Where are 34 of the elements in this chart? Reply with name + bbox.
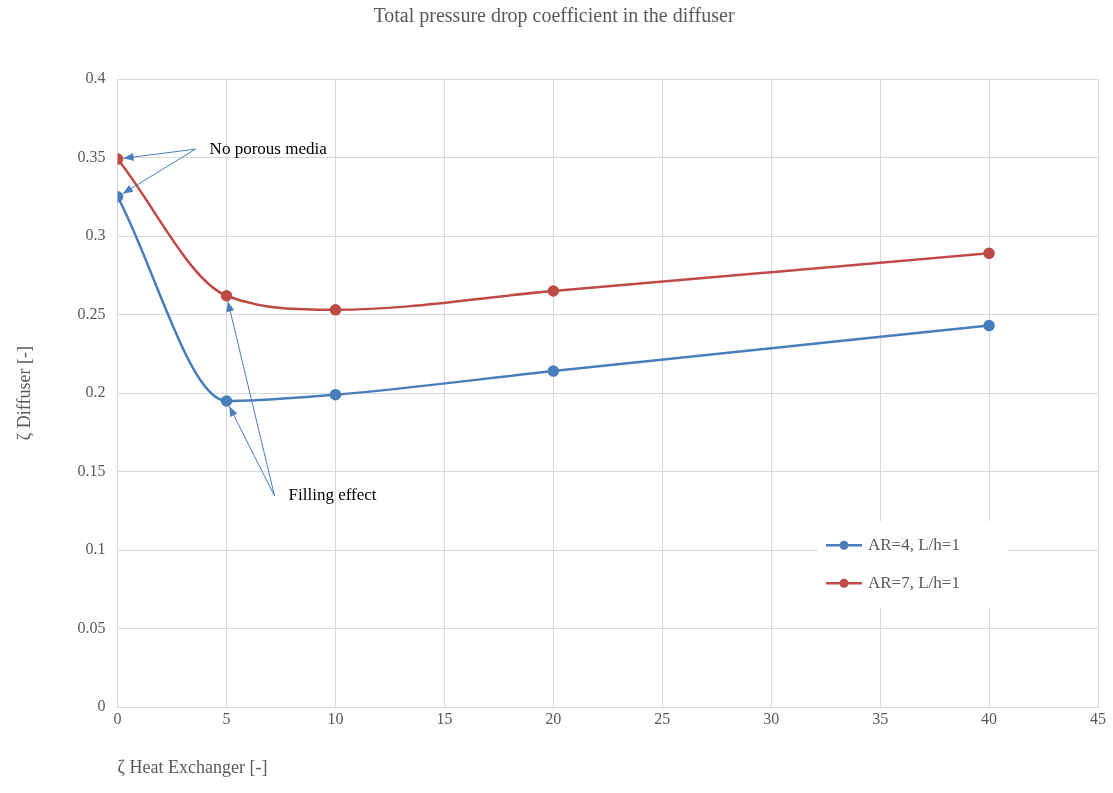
legend-label: AR=4, L/h=1 xyxy=(868,534,960,554)
x-tick-label: 15 xyxy=(436,710,453,727)
point xyxy=(220,289,233,302)
point xyxy=(329,304,342,316)
point xyxy=(329,388,342,401)
x-tick-label: 0 xyxy=(113,710,122,727)
x-tick-label: 45 xyxy=(1090,710,1106,727)
point xyxy=(547,365,560,377)
y-tick-label: 0.15 xyxy=(77,461,106,479)
y-tick-label: 0.35 xyxy=(77,147,106,165)
x-tick-label: 35 xyxy=(872,710,889,727)
x-axis-title: ζ Heat Exchanger [-] xyxy=(117,756,268,777)
point xyxy=(983,319,995,332)
y-tick-label: 0.1 xyxy=(85,540,106,558)
y-tick-label: 0.25 xyxy=(77,304,106,322)
y-tick-label: 0.05 xyxy=(77,618,106,636)
point xyxy=(220,395,233,407)
y-tick-label: 0.4 xyxy=(85,69,106,87)
x-tick-label: 25 xyxy=(654,710,671,727)
y-tick-label: 0 xyxy=(97,697,106,715)
point xyxy=(983,247,995,260)
y-tick-label: 0.3 xyxy=(85,226,106,244)
chart-title: Total pressure drop coefficient in the diffuser xyxy=(373,4,735,28)
annotation: Filling effect xyxy=(288,485,377,505)
legend-label: AR=7, L/h=1 xyxy=(868,572,960,592)
y-tick-label: 0.2 xyxy=(85,383,106,401)
point xyxy=(547,285,560,297)
x-tick-label: 10 xyxy=(327,710,344,727)
x-tick-label: 20 xyxy=(545,710,562,727)
x-tick-label: 30 xyxy=(763,710,780,727)
annotation: No porous media xyxy=(209,138,328,158)
x-tick-label: 5 xyxy=(222,710,231,727)
y-axis-title: ζ Diffuser [-] xyxy=(13,346,34,441)
x-tick-label: 40 xyxy=(981,710,998,727)
